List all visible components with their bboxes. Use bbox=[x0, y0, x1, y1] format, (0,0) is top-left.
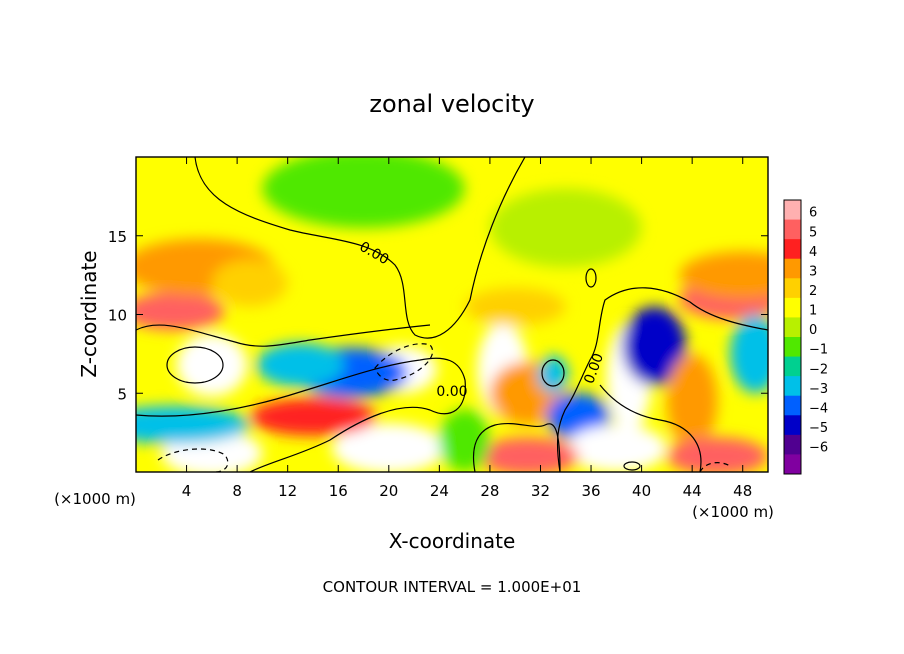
colorbar-label: −2 bbox=[809, 362, 828, 377]
y-tick-label: 5 bbox=[117, 385, 127, 403]
x-tick-label: 4 bbox=[182, 482, 192, 500]
contour-lines bbox=[136, 157, 768, 472]
closed-contour bbox=[585, 268, 597, 288]
dashed-contour bbox=[157, 448, 229, 472]
velocity-cell bbox=[136, 405, 250, 444]
velocity-cell bbox=[249, 397, 377, 436]
colorbar-swatch bbox=[784, 239, 801, 260]
chart-title: zonal velocity bbox=[369, 90, 534, 118]
dashed-contour bbox=[374, 343, 434, 381]
colorbar-swatch bbox=[784, 434, 801, 455]
colorbar-frame bbox=[783, 199, 802, 475]
x-tick-label: 12 bbox=[278, 482, 297, 500]
colorbar-swatch bbox=[784, 454, 801, 475]
y-axis-label: Z-coordinate bbox=[77, 250, 101, 377]
x-tick-label: 24 bbox=[430, 482, 449, 500]
velocity-cell bbox=[211, 259, 288, 307]
velocity-cell bbox=[730, 314, 768, 394]
colorbar-swatch bbox=[784, 356, 801, 377]
colorbar-swatch bbox=[784, 297, 801, 318]
zero-contour bbox=[136, 324, 431, 347]
colorbar-label: −4 bbox=[809, 401, 828, 416]
velocity-cell bbox=[464, 287, 566, 326]
colorbar-swatch bbox=[784, 200, 801, 221]
colorbar-label: 6 bbox=[809, 206, 817, 221]
closed-contour bbox=[166, 346, 224, 384]
colorbar: 6 5 4 3 2 1 0 −1 −2 −3 −4 −5 −6 bbox=[783, 199, 828, 475]
x-tick-label: 28 bbox=[480, 482, 499, 500]
velocity-cell bbox=[565, 424, 667, 472]
x-tick-label: 40 bbox=[632, 482, 651, 500]
velocity-cell bbox=[331, 423, 446, 472]
colorbar-swatch bbox=[784, 337, 801, 358]
velocity-cell bbox=[489, 188, 642, 268]
x-unit-right: (×1000 m) bbox=[692, 503, 774, 521]
colorbar-label: 2 bbox=[809, 284, 817, 299]
velocity-cell bbox=[666, 437, 768, 472]
zero-contour bbox=[136, 357, 466, 472]
velocity-cell bbox=[666, 353, 718, 449]
velocity-cell bbox=[537, 355, 569, 394]
zero-contour bbox=[599, 384, 702, 472]
colorbar-label: −5 bbox=[809, 421, 828, 436]
colorbar-label: 0 bbox=[809, 323, 817, 338]
y-axis-ticks: 5 10 15 bbox=[108, 228, 768, 403]
velocity-cell bbox=[262, 157, 465, 228]
y-tick-label: 10 bbox=[108, 307, 127, 325]
colorbar-label: −6 bbox=[809, 441, 828, 456]
colorbar-label: 5 bbox=[809, 225, 817, 240]
zero-contour bbox=[473, 422, 561, 472]
velocity-cell bbox=[622, 306, 686, 386]
velocity-cell bbox=[439, 409, 490, 472]
x-tick-label: 8 bbox=[232, 482, 242, 500]
colorbar-label: −1 bbox=[809, 343, 828, 358]
velocity-cell bbox=[477, 437, 579, 472]
dashed-contour bbox=[699, 462, 731, 472]
colorbar-label: 3 bbox=[809, 264, 817, 279]
colorbar-label: −3 bbox=[809, 382, 828, 397]
closed-contour bbox=[541, 359, 565, 387]
x-tick-label: 48 bbox=[733, 482, 752, 500]
velocity-cell bbox=[679, 251, 768, 299]
velocity-cell bbox=[176, 333, 248, 397]
colorbar-label: 1 bbox=[809, 304, 817, 319]
x-tick-label: 16 bbox=[329, 482, 348, 500]
x-tick-label: 20 bbox=[379, 482, 398, 500]
contour-label: 0.00 bbox=[436, 384, 467, 400]
colorbar-swatch bbox=[784, 219, 801, 240]
x-tick-label: 36 bbox=[581, 482, 600, 500]
zero-contour bbox=[556, 287, 768, 472]
colorbar-swatch bbox=[784, 258, 801, 279]
colorbar-swatch bbox=[784, 395, 801, 416]
closed-contour bbox=[623, 461, 641, 471]
x-axis-label: X-coordinate bbox=[389, 529, 516, 553]
plot-area: 0.000.000.00 bbox=[136, 157, 768, 472]
colorbar-swatch bbox=[784, 317, 801, 338]
y-tick-label: 15 bbox=[108, 228, 127, 246]
x-unit-left: (×1000 m) bbox=[54, 490, 136, 508]
colorbar-swatch bbox=[784, 278, 801, 299]
x-tick-label: 32 bbox=[531, 482, 550, 500]
contour-interval-note: CONTOUR INTERVAL = 1.000E+01 bbox=[323, 578, 582, 596]
velocity-cell bbox=[256, 342, 345, 387]
colorbar-swatch bbox=[784, 376, 801, 397]
zero-contour bbox=[194, 157, 526, 339]
colorbar-swatch bbox=[784, 415, 801, 436]
x-axis-ticks: 4 8 12 16 20 24 28 32 36 40 44 48 bbox=[182, 157, 752, 500]
x-tick-label: 44 bbox=[683, 482, 702, 500]
colorbar-label: 4 bbox=[809, 245, 817, 260]
velocity-cell bbox=[136, 292, 225, 331]
